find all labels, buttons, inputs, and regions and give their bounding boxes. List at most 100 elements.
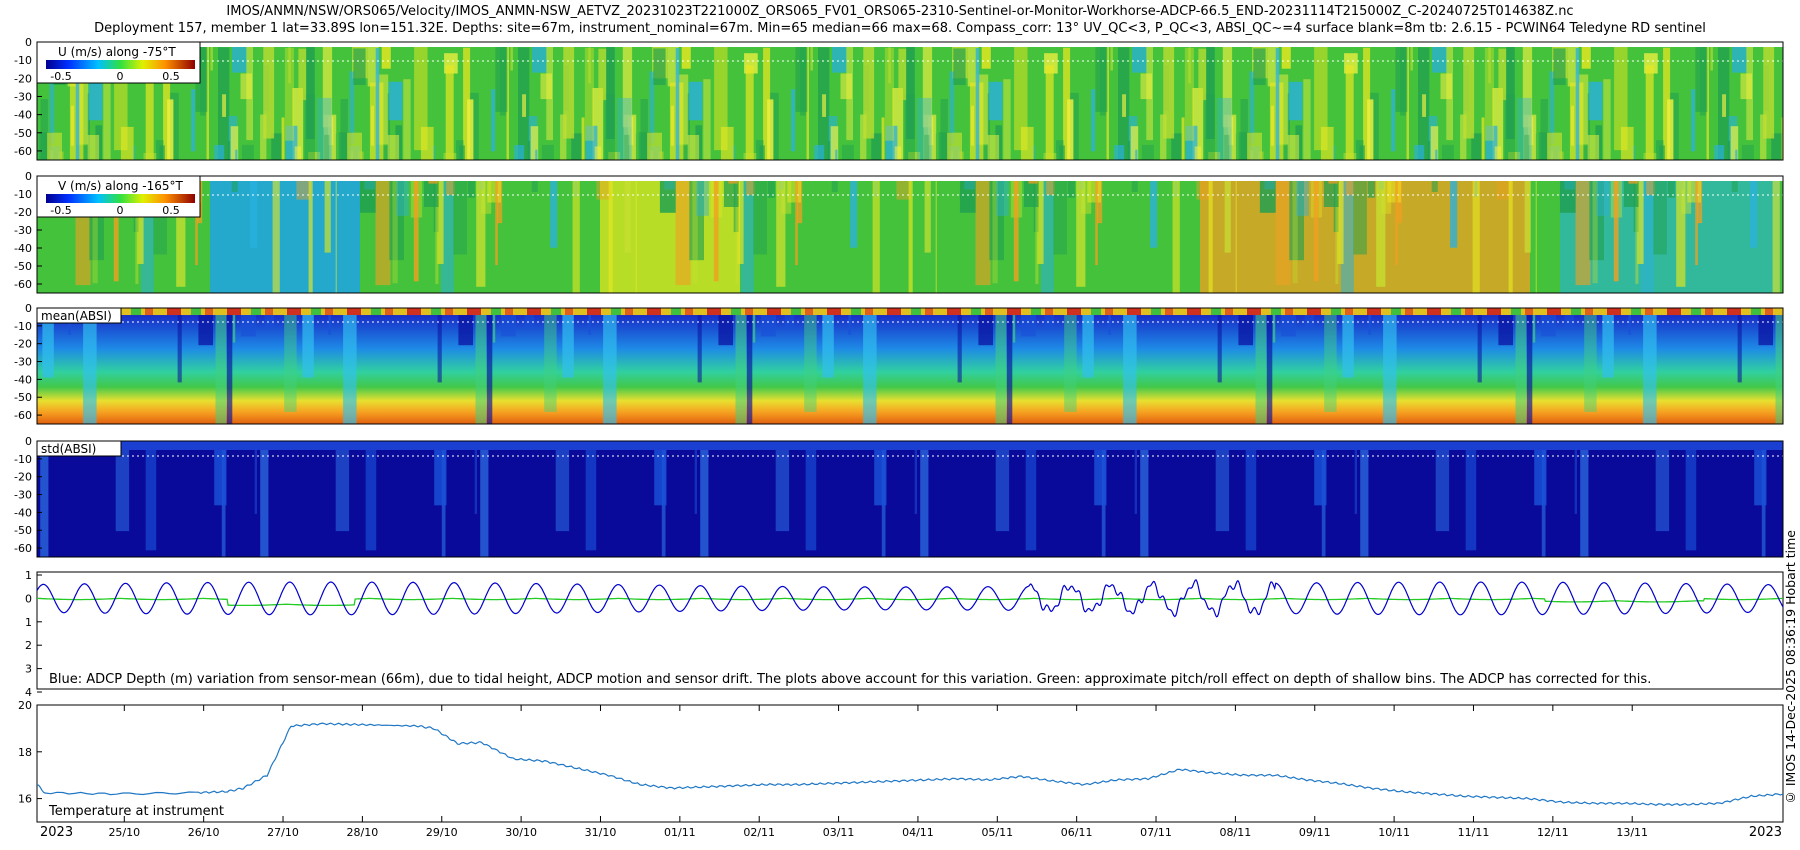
- x-tick-label: 29/10: [426, 826, 458, 839]
- depth-note: Blue: ADCP Depth (m) variation from sens…: [49, 672, 1651, 687]
- x-tick-label: 28/10: [347, 826, 379, 839]
- panel-u-velocity: 0-10-20-30-40-50-60 U (m/s) along -75°T …: [14, 36, 1784, 161]
- x-tick-label: 27/10: [267, 826, 299, 839]
- y-tick-label: -20: [14, 338, 32, 351]
- y-tick-label: -50: [14, 260, 32, 273]
- y-tick-label: -60: [14, 145, 32, 158]
- y-tick-label: -20: [14, 471, 32, 484]
- y-tick-label: 1: [25, 616, 32, 629]
- u-colorbar: [46, 60, 195, 69]
- y-tick-label: 0: [25, 36, 32, 49]
- y-tick-label: 4: [25, 686, 32, 699]
- u-colorbar-tick-pos: 0.5: [162, 70, 180, 83]
- std-absi-label: std(ABSI): [41, 442, 96, 456]
- x-tick-label: 25/10: [108, 826, 140, 839]
- u-colorbar-label: U (m/s) along -75°T: [58, 45, 176, 59]
- std-absi-frame: [36, 440, 1784, 558]
- figure-title-line1: IMOS/ANMN/NSW/ORS065/Velocity/IMOS_ANMN-…: [226, 4, 1574, 19]
- temperature-x-ticks: [123, 705, 1633, 822]
- x-tick-label: 07/11: [1140, 826, 1172, 839]
- x-tick-label: 02/11: [743, 826, 775, 839]
- y-tick-label: -20: [14, 72, 32, 85]
- y-tick-label: 2: [25, 639, 32, 652]
- y-tick-label: -20: [14, 206, 32, 219]
- mean-absi-surface-strip: [37, 308, 1783, 315]
- y-tick-label: -40: [14, 373, 32, 386]
- v-colorbar-tick-zero: 0: [117, 204, 124, 217]
- y-tick-label: -60: [14, 409, 32, 422]
- y-tick-label: -10: [14, 188, 32, 201]
- x-axis-end-year: 2023: [1749, 825, 1782, 840]
- depth-frame: [36, 571, 1784, 690]
- v-colorbar: [46, 194, 195, 203]
- x-tick-label: 06/11: [1061, 826, 1093, 839]
- x-tick-label: 01/11: [664, 826, 696, 839]
- x-tick-label: 30/10: [505, 826, 537, 839]
- temperature-label: Temperature at instrument: [48, 804, 224, 819]
- u-colorbar-tick-neg: -0.5: [50, 70, 71, 83]
- y-tick-label: 0: [25, 435, 32, 448]
- x-tick-label: 10/11: [1378, 826, 1410, 839]
- depth-series-adcp-depth: [36, 579, 1784, 618]
- panel-depth-variation: 1 0 1 2 3 4 Blue: ADCP Depth (m) variation fr…: [25, 569, 1784, 699]
- x-tick-label: 04/11: [902, 826, 934, 839]
- v-colorbar-label: V (m/s) along -165°T: [58, 179, 183, 193]
- v-colorbar-tick-pos: 0.5: [162, 204, 180, 217]
- y-tick-label: -10: [14, 54, 32, 67]
- v-frame: [36, 175, 1784, 294]
- x-axis-start-year: 2023: [40, 825, 73, 840]
- x-axis-labels: 25/10 26/10 27/10 28/10 29/10 30/10 31/10 01/11…: [108, 826, 1648, 839]
- temperature-frame: [36, 704, 1784, 823]
- y-tick-label: -60: [14, 278, 32, 291]
- y-tick-label: -30: [14, 356, 32, 369]
- y-tick-label: 3: [25, 663, 32, 676]
- y-tick-label: -30: [14, 224, 32, 237]
- x-tick-label: 13/11: [1616, 826, 1648, 839]
- y-tick-label: 16: [18, 793, 32, 806]
- mean-absi-label: mean(ABSI): [41, 309, 112, 323]
- x-tick-label: 05/11: [981, 826, 1013, 839]
- y-tick-label: -50: [14, 524, 32, 537]
- y-tick-label: -50: [14, 127, 32, 140]
- depth-y-axis: 1 0 1 2 3 4: [25, 569, 42, 699]
- y-tick-label: -10: [14, 453, 32, 466]
- y-tick-label: -30: [14, 489, 32, 502]
- x-tick-label: 03/11: [823, 826, 855, 839]
- y-tick-label: -10: [14, 320, 32, 333]
- std-absi-label-box: [36, 440, 122, 457]
- y-tick-label: 20: [18, 699, 32, 712]
- v-y-axis: 0 -10 -20 -30 -40 -50 -60: [14, 170, 42, 291]
- y-tick-label: 0: [25, 302, 32, 315]
- x-tick-label: 26/10: [188, 826, 220, 839]
- panel-temperature: 20 18 16 Temperature at instrument: [18, 699, 1784, 823]
- mean-absi-frame: [36, 307, 1784, 425]
- y-tick-label: 18: [18, 746, 32, 759]
- y-tick-label: 0: [25, 592, 32, 605]
- panel-std-absi: 0 -10 -20 -30 -40 -50 -60 std(ABSI): [14, 435, 1784, 558]
- u-colorbar-tick-zero: 0: [117, 70, 124, 83]
- y-tick-label: -60: [14, 542, 32, 555]
- mean-absi-pattern: [37, 308, 1783, 424]
- x-tick-label: 11/11: [1458, 826, 1490, 839]
- figure-title-line2: Deployment 157, member 1 lat=33.89S lon=…: [94, 21, 1706, 36]
- x-tick-label: 08/11: [1220, 826, 1252, 839]
- y-tick-label: -40: [14, 242, 32, 255]
- mean-absi-label-box: [36, 307, 122, 324]
- x-tick-label: 31/10: [585, 826, 617, 839]
- y-tick-label: 0: [25, 170, 32, 183]
- y-tick-label: -40: [14, 506, 32, 519]
- temperature-y-axis: 20 18 16: [18, 699, 42, 806]
- v-colorbar-tick-neg: -0.5: [50, 204, 71, 217]
- u-frame: [36, 41, 1784, 161]
- y-tick-label: 1: [25, 569, 32, 582]
- std-absi-surface-strip: [37, 441, 1783, 450]
- y-tick-label: -40: [14, 109, 32, 122]
- panel-v-velocity: 0 -10 -20 -30 -40 -50 -60 V (m/s) along -165°T…: [14, 170, 1784, 294]
- std-absi-y-axis: 0 -10 -20 -30 -40 -50 -60: [14, 435, 42, 555]
- u-heatmap-pattern: [37, 47, 1783, 160]
- panel-mean-absi: 0 -10 -20 -30 -40 -50 -60 mean(ABSI): [14, 302, 1784, 425]
- copyright-note: © IMOS 14-Dec-2025 08:36:19 Hobart time: [1783, 530, 1798, 806]
- y-tick-label: -50: [14, 391, 32, 404]
- y-tick-label: -30: [14, 90, 32, 103]
